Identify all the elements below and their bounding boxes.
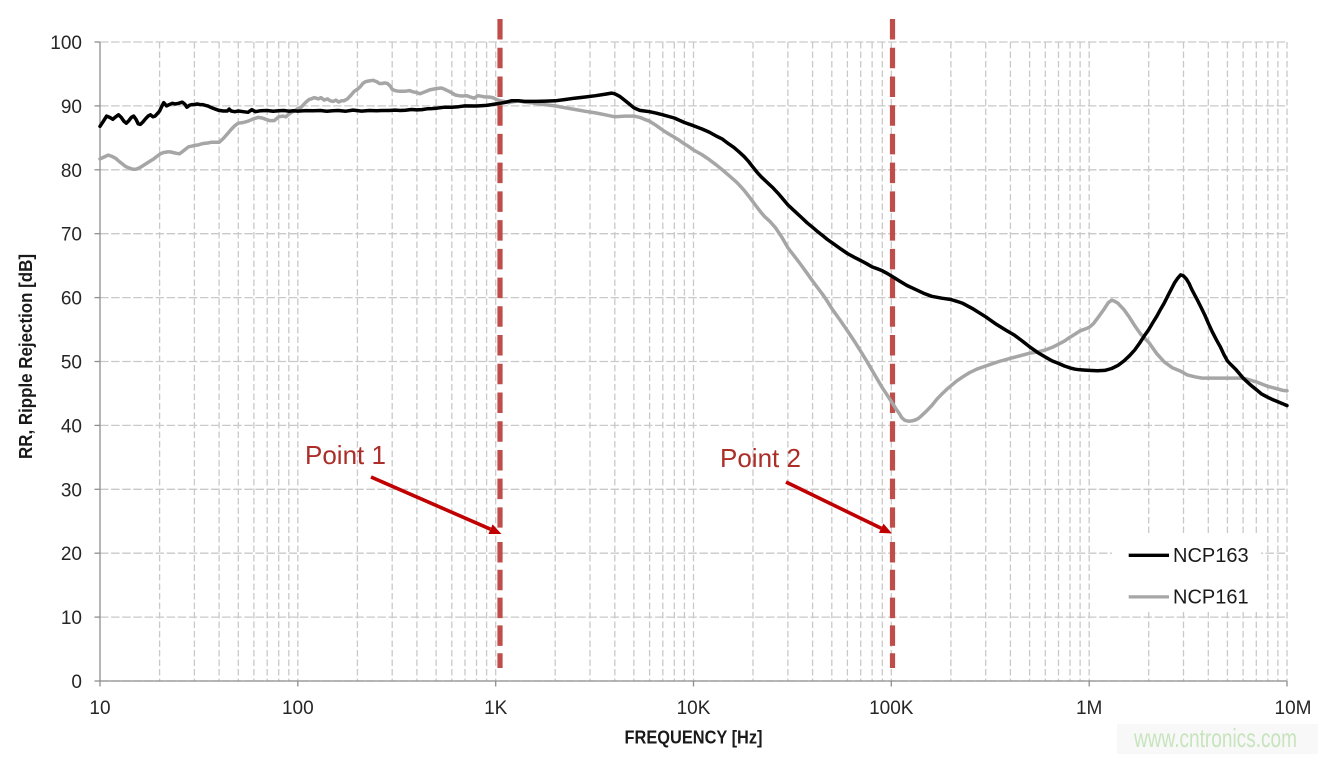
svg-text:90: 90 [61,97,82,118]
svg-text:100K: 100K [869,698,914,719]
svg-text:FREQUENCY [Hz]: FREQUENCY [Hz] [625,727,763,748]
svg-text:20: 20 [61,544,82,565]
svg-text:10: 10 [61,608,82,629]
svg-text:NCP161: NCP161 [1173,587,1249,609]
svg-text:RR, Ripple Rejection [dB]: RR, Ripple Rejection [dB] [15,254,36,459]
svg-text:10M: 10M [1275,698,1312,719]
svg-text:www.cntronics.com: www.cntronics.com [1133,723,1297,753]
svg-text:50: 50 [61,353,82,374]
svg-text:100: 100 [282,698,314,719]
svg-text:60: 60 [61,289,82,310]
svg-text:100: 100 [50,33,82,54]
svg-text:Point 2: Point 2 [720,443,801,473]
svg-text:80: 80 [61,161,82,182]
svg-text:Point 1: Point 1 [305,440,386,470]
svg-text:70: 70 [61,225,82,246]
svg-text:30: 30 [61,480,82,501]
svg-text:NCP163: NCP163 [1173,545,1249,567]
svg-text:10: 10 [89,698,110,719]
svg-text:40: 40 [61,416,82,437]
svg-text:0: 0 [71,672,82,693]
svg-text:10K: 10K [677,698,711,719]
svg-text:1M: 1M [1076,698,1102,719]
svg-text:1K: 1K [484,698,508,719]
